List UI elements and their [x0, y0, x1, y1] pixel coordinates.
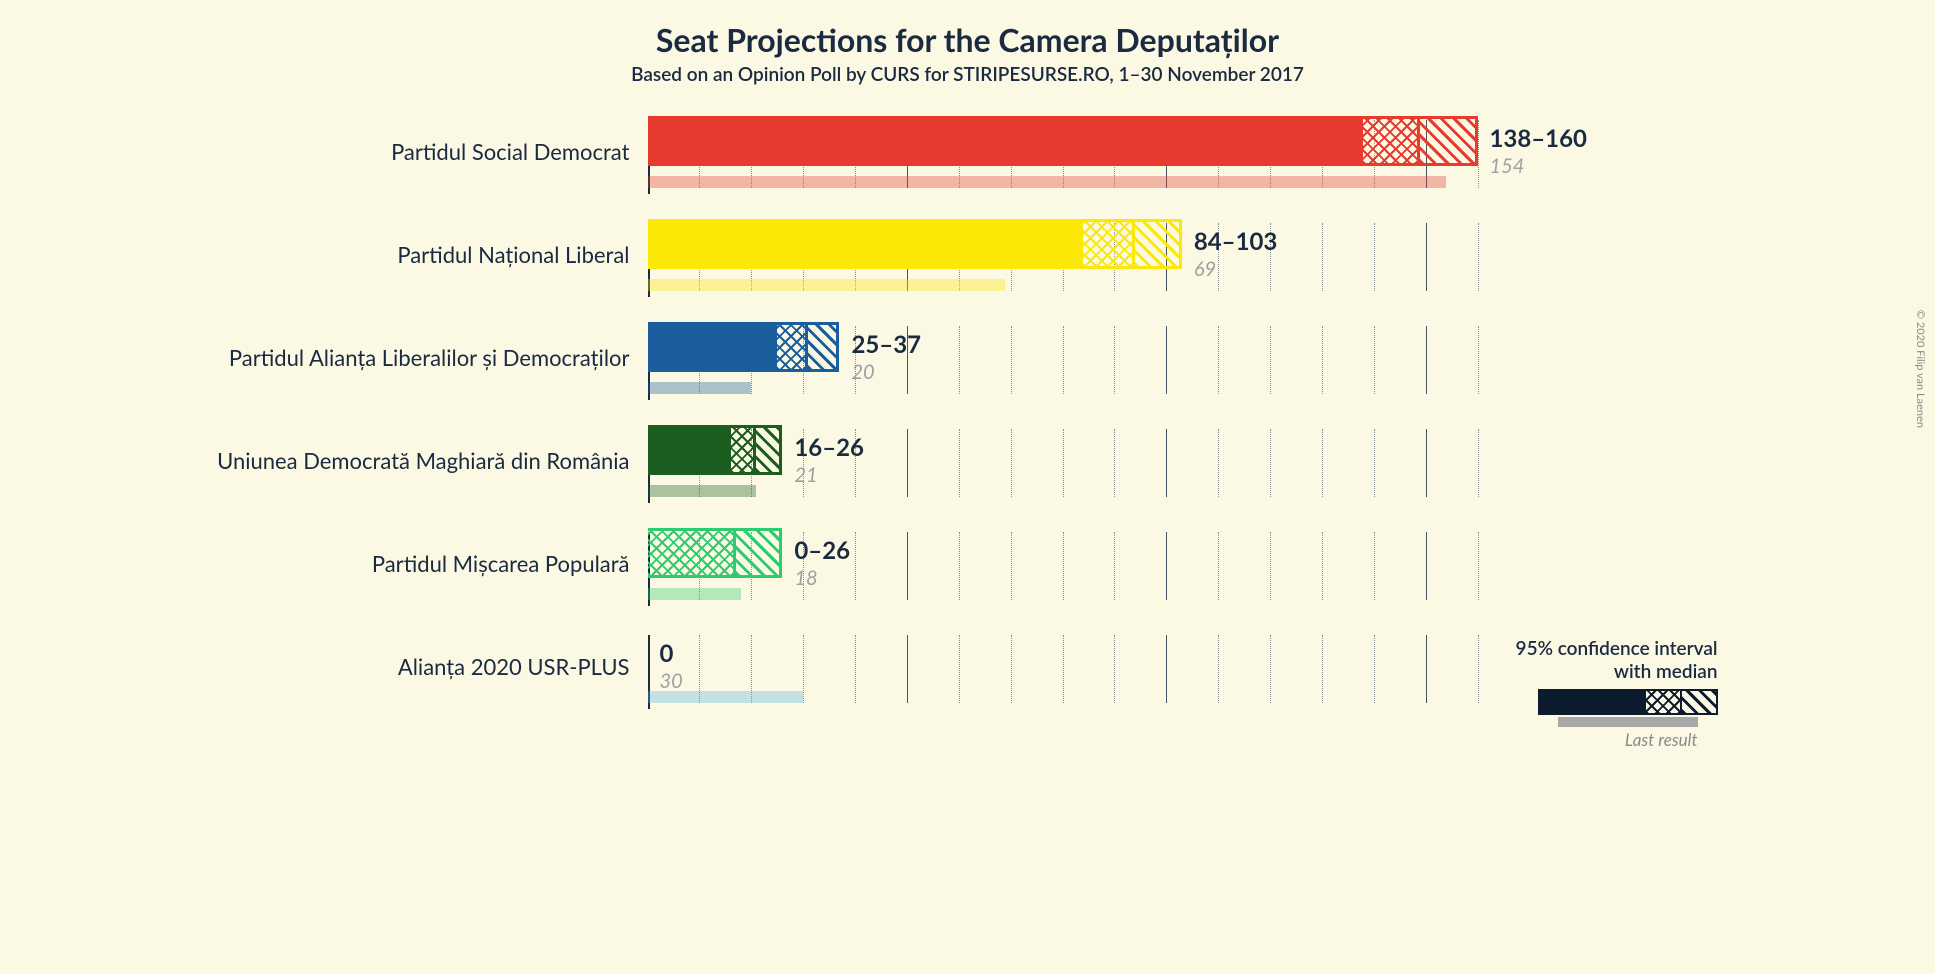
bar-solid	[648, 425, 731, 475]
chart-subtitle: Based on an Opinion Poll by CURS for STI…	[178, 63, 1758, 86]
last-result-bar	[648, 279, 1006, 291]
party-label: Alianța 2020 USR-PLUS	[398, 653, 630, 680]
range-label: 84–103	[1194, 227, 1278, 256]
bar-stripe	[756, 425, 782, 475]
chart-container: Seat Projections for the Camera Deputați…	[178, 0, 1758, 820]
party-label: Partidul Social Democrat	[391, 138, 629, 165]
bar-hatch	[1363, 116, 1420, 166]
range-label: 0	[660, 639, 674, 668]
party-label: Partidul Mișcarea Populară	[372, 550, 630, 577]
bar-solid	[648, 322, 778, 372]
bar-solid	[648, 116, 1364, 166]
party-row: Partidul Național Liberal84–10369	[648, 219, 1648, 322]
bar-stripe	[1420, 116, 1477, 166]
prev-label: 69	[1194, 257, 1216, 281]
bar-hatch	[731, 425, 757, 475]
legend-bar	[1538, 689, 1718, 715]
chart-title: Seat Projections for the Camera Deputați…	[178, 20, 1758, 59]
last-result-bar	[648, 382, 752, 394]
bar-hatch	[1083, 219, 1135, 269]
legend-last-text: Last result	[1516, 729, 1718, 750]
legend: 95% confidence interval with median Last…	[1516, 637, 1718, 750]
party-label: Uniunea Democrată Maghiară din România	[217, 447, 629, 474]
party-row: Partidul Alianța Liberalilor și Democraț…	[648, 322, 1648, 425]
prev-label: 18	[794, 566, 817, 590]
copyright: © 2020 Filip van Laenen	[1914, 310, 1927, 428]
legend-ci-line1: 95% confidence interval	[1516, 637, 1718, 660]
range-label: 138–160	[1490, 124, 1587, 153]
party-row: Partidul Social Democrat138–160154	[648, 116, 1648, 219]
prev-label: 21	[794, 463, 817, 487]
bar-hatch	[648, 528, 736, 578]
legend-last-bar	[1558, 717, 1698, 727]
party-row: Uniunea Democrată Maghiară din România16…	[648, 425, 1648, 528]
prev-label: 154	[1490, 154, 1525, 178]
prev-label: 30	[660, 669, 683, 693]
last-result-bar	[648, 485, 757, 497]
range-label: 25–37	[851, 330, 921, 359]
party-label: Partidul Alianța Liberalilor și Democraț…	[229, 344, 630, 371]
bar-stripe	[1135, 219, 1182, 269]
range-label: 0–26	[794, 536, 850, 565]
plot-area: Partidul Social Democrat138–160154Partid…	[648, 116, 1648, 736]
party-row: Partidul Mișcarea Populară0–2618	[648, 528, 1648, 631]
last-result-bar	[648, 176, 1447, 188]
bar-stripe	[808, 322, 839, 372]
party-row: Alianța 2020 USR-PLUS030	[648, 631, 1648, 734]
party-label: Partidul Național Liberal	[397, 241, 629, 268]
last-result-bar	[648, 588, 741, 600]
bar-hatch	[777, 322, 808, 372]
range-label: 16–26	[794, 433, 864, 462]
legend-ci-line2: with median	[1516, 660, 1718, 683]
bar-solid	[648, 219, 1084, 269]
prev-label: 20	[851, 360, 874, 384]
bar-stripe	[736, 528, 783, 578]
